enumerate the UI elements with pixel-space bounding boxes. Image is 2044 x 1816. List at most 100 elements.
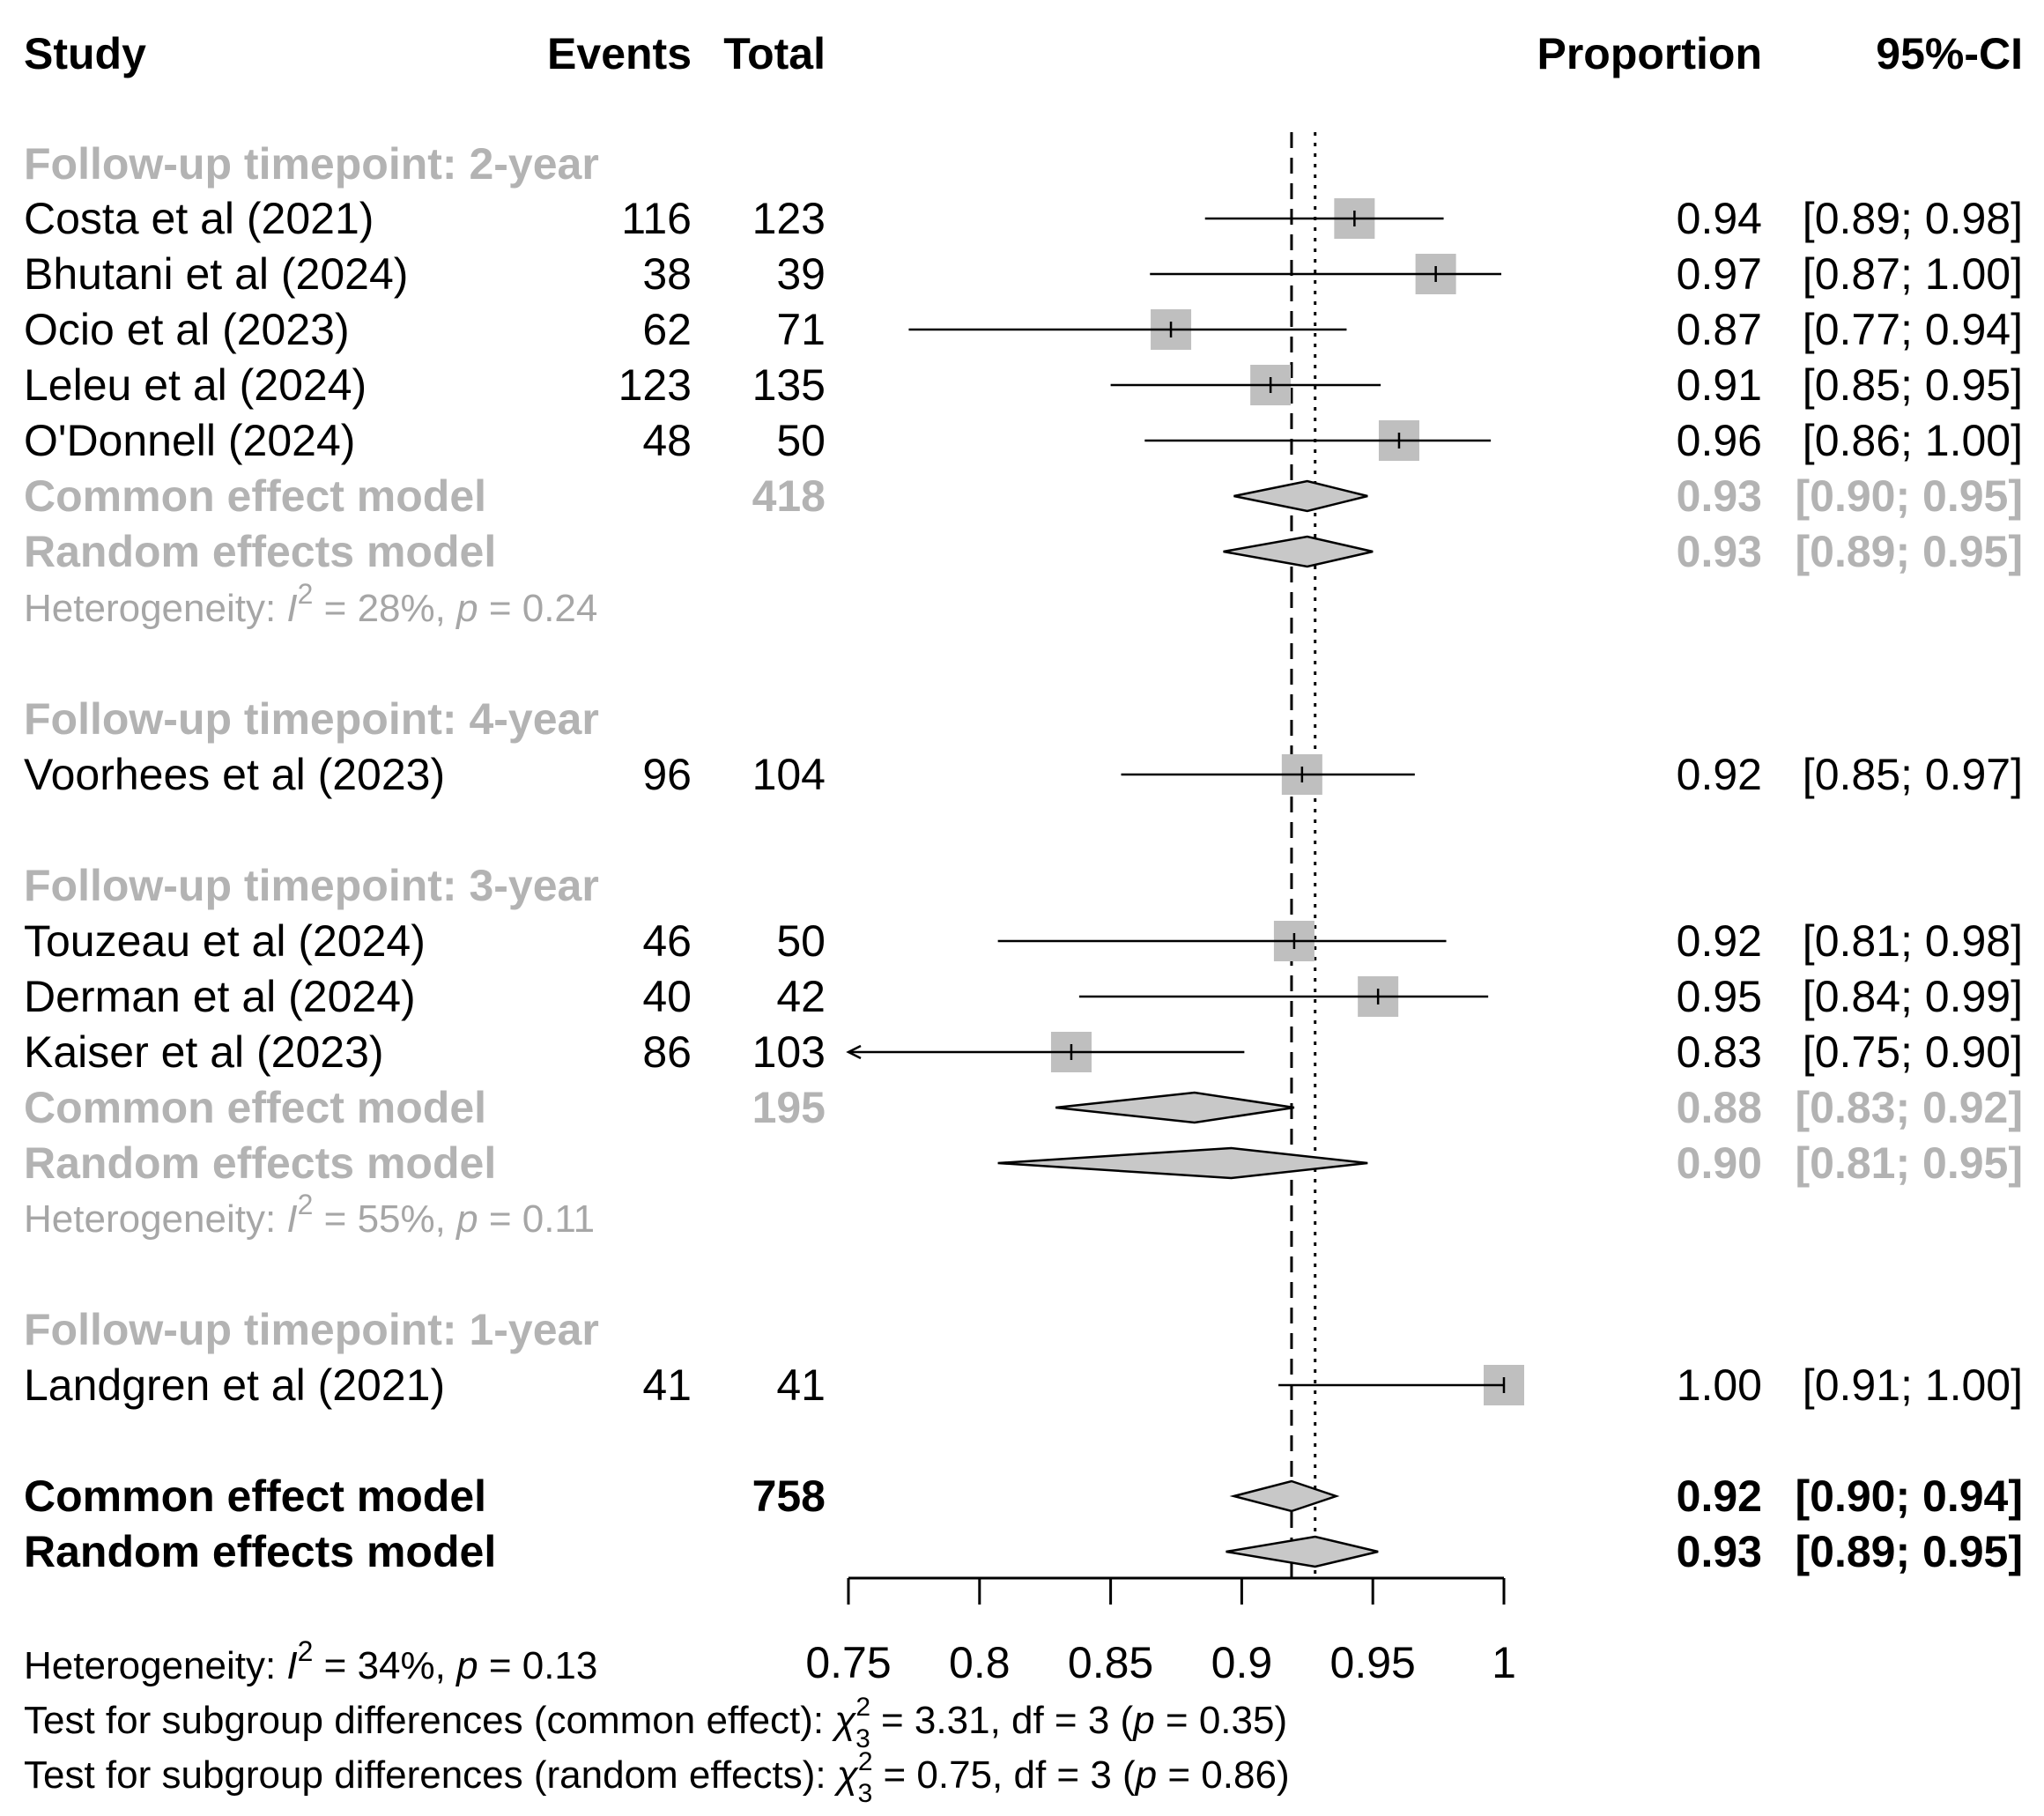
study-proportion: 0.95 (1677, 972, 1762, 1021)
study-total: 41 (776, 1360, 826, 1410)
study-events: 62 (642, 305, 692, 354)
header-row: Study Events Total Proportion 95%-CI (24, 29, 2023, 78)
test-chi-sup: 2 (855, 1693, 870, 1722)
x-tick-label: 0.75 (805, 1638, 891, 1687)
header-study: Study (24, 29, 146, 78)
heterogeneity-sup: 2 (298, 1635, 314, 1667)
heterogeneity-p: p (455, 587, 478, 630)
study-total: 135 (752, 360, 826, 410)
test-rest2: = 0.86) (1157, 1753, 1289, 1797)
overall-common-effect-ci: [0.90; 0.94] (1796, 1471, 2023, 1521)
study-total: 39 (776, 249, 826, 299)
x-axis: 0.75 0.8 0.85 0.9 0.95 1 (805, 1576, 1516, 1687)
subgroup-random-effects: Random effects model 0.90 [0.81; 0.95] (24, 1138, 2023, 1188)
test-p: p (1131, 1699, 1154, 1742)
study-events: 48 (642, 416, 692, 465)
study-proportion: 1.00 (1677, 1360, 1762, 1410)
subgroup-common-effect-diamond (1055, 1091, 1295, 1124)
study-name: Derman et al (2024) (24, 972, 416, 1021)
subgroup-common-effect: Common effect model 195 0.88 [0.83; 0.92] (24, 1083, 2023, 1132)
test-chi-sup: 2 (858, 1747, 873, 1776)
x-tick-label: 0.95 (1330, 1638, 1416, 1687)
overall-heterogeneity: Heterogeneity: I2 = 34%, p = 0.13 (24, 1635, 597, 1687)
study-proportion: 0.91 (1677, 360, 1762, 410)
study-proportion: 0.92 (1677, 916, 1762, 966)
overall-common-effect-diamond (1229, 1479, 1340, 1513)
subgroup-common-effect-total: 418 (752, 471, 826, 521)
study-total: 104 (752, 750, 826, 799)
overall-common-effect-total: 758 (752, 1471, 826, 1521)
heterogeneity-prefix: Heterogeneity: (24, 1197, 286, 1241)
study-row: Ocio et al (2023) 62 71 0.87 [0.77; 0.94] (24, 305, 2023, 354)
study-events: 41 (642, 1360, 692, 1410)
footer-statistics: Heterogeneity: I2 = 34%, p = 0.13 Test fo… (24, 1635, 1290, 1808)
study-events: 123 (618, 360, 692, 410)
study-proportion: 0.92 (1677, 750, 1762, 799)
study-name: Ocio et al (2023) (24, 305, 350, 354)
study-proportion: 0.97 (1677, 249, 1762, 299)
subgroup-test-random: Test for subgroup differences (random ef… (24, 1747, 1290, 1808)
test-chi-sub: 3 (855, 1724, 870, 1753)
study-name: Bhutani et al (2024) (24, 249, 408, 299)
overall-common-effect-label: Common effect model (24, 1471, 486, 1521)
study-events: 96 (642, 750, 692, 799)
study-row: Leleu et al (2024) 123 135 0.91 [0.85; 0.95] (24, 360, 2023, 410)
study-events: 38 (642, 249, 692, 299)
study-events: 86 (642, 1027, 692, 1077)
study-total: 123 (752, 194, 826, 243)
test-rest1: = 0.75, df = 3 ( (872, 1753, 1136, 1797)
header-ci: 95%-CI (1876, 29, 2023, 78)
test-prefix: Test for subgroup differences (random ef… (24, 1753, 837, 1797)
subgroup-label: Follow-up timepoint: 4-year (24, 694, 599, 744)
study-total: 103 (752, 1027, 826, 1077)
study-name: Kaiser et al (2023) (24, 1027, 384, 1077)
subgroup-heterogeneity: Heterogeneity: I2 = 55%, p = 0.11 (24, 1189, 595, 1241)
study-ci: [0.89; 0.98] (1803, 194, 2023, 243)
test-chi-sub: 3 (858, 1779, 873, 1808)
subgroup-random-effects: Random effects model 0.93 [0.89; 0.95] (24, 527, 2023, 576)
header-events: Events (547, 29, 692, 78)
study-row: Touzeau et al (2024) 46 50 0.92 [0.81; 0.98] (24, 916, 2023, 966)
study-name: Leleu et al (2024) (24, 360, 367, 410)
heterogeneity-pval: = 0.24 (478, 587, 598, 630)
subgroup-common-effect-ci: [0.90; 0.95] (1796, 471, 2023, 521)
study-row: Derman et al (2024) 40 42 0.95 [0.84; 0.99] (24, 972, 2023, 1021)
subgroup-common-effect-proportion: 0.88 (1677, 1083, 1762, 1132)
header-proportion: Proportion (1537, 29, 1762, 78)
study-name: Costa et al (2021) (24, 194, 374, 243)
study-total: 42 (776, 972, 826, 1021)
test-rest2: = 0.35) (1155, 1699, 1287, 1742)
subgroup-random-effects-diamond (1223, 535, 1374, 568)
heterogeneity-pval: = 0.13 (478, 1644, 598, 1687)
test-chi: χ (833, 1753, 859, 1797)
study-ci: [0.84; 0.99] (1803, 972, 2023, 1021)
x-tick-label: 1 (1492, 1638, 1516, 1687)
overall-common-effect-proportion: 0.92 (1677, 1471, 1762, 1521)
subgroup-common-effect-label: Common effect model (24, 1083, 486, 1132)
study-row: O'Donnell (2024) 48 50 0.96 [0.86; 1.00] (24, 416, 2023, 465)
heterogeneity-pval: = 0.11 (478, 1197, 596, 1241)
subgroup-label: Follow-up timepoint: 2-year (24, 139, 599, 189)
study-name: Touzeau et al (2024) (24, 916, 426, 966)
study-row: Bhutani et al (2024) 38 39 0.97 [0.87; 1.00] (24, 249, 2023, 299)
study-events: 116 (621, 194, 692, 243)
reference-lines (1290, 132, 1317, 1577)
heterogeneity-prefix: Heterogeneity: (24, 1644, 286, 1687)
study-rows: Follow-up timepoint: 2-year Costa et al (… (24, 139, 2023, 1576)
subgroup-random-effects-ci: [0.89; 0.95] (1796, 527, 2023, 576)
study-row: Costa et al (2021) 116 123 0.94 [0.89; 0.98] (24, 194, 2023, 243)
subgroup-random-effects-ci: [0.81; 0.95] (1796, 1138, 2023, 1188)
test-rest1: = 3.31, df = 3 ( (870, 1699, 1134, 1742)
subgroup-common-effect-label: Common effect model (24, 471, 486, 521)
subgroup-label: Follow-up timepoint: 3-year (24, 861, 599, 910)
study-ci: [0.86; 1.00] (1803, 416, 2023, 465)
subgroup-heterogeneity: Heterogeneity: I2 = 28%, p = 0.24 (24, 578, 597, 630)
heterogeneity-p: p (455, 1644, 478, 1687)
subgroup-random-effects-label: Random effects model (24, 527, 496, 576)
heterogeneity-sup: 2 (298, 1189, 314, 1220)
study-proportion: 0.94 (1677, 194, 1762, 243)
study-ci: [0.81; 0.98] (1803, 916, 2023, 966)
heterogeneity-p: p (455, 1197, 478, 1241)
study-events: 40 (642, 972, 692, 1021)
